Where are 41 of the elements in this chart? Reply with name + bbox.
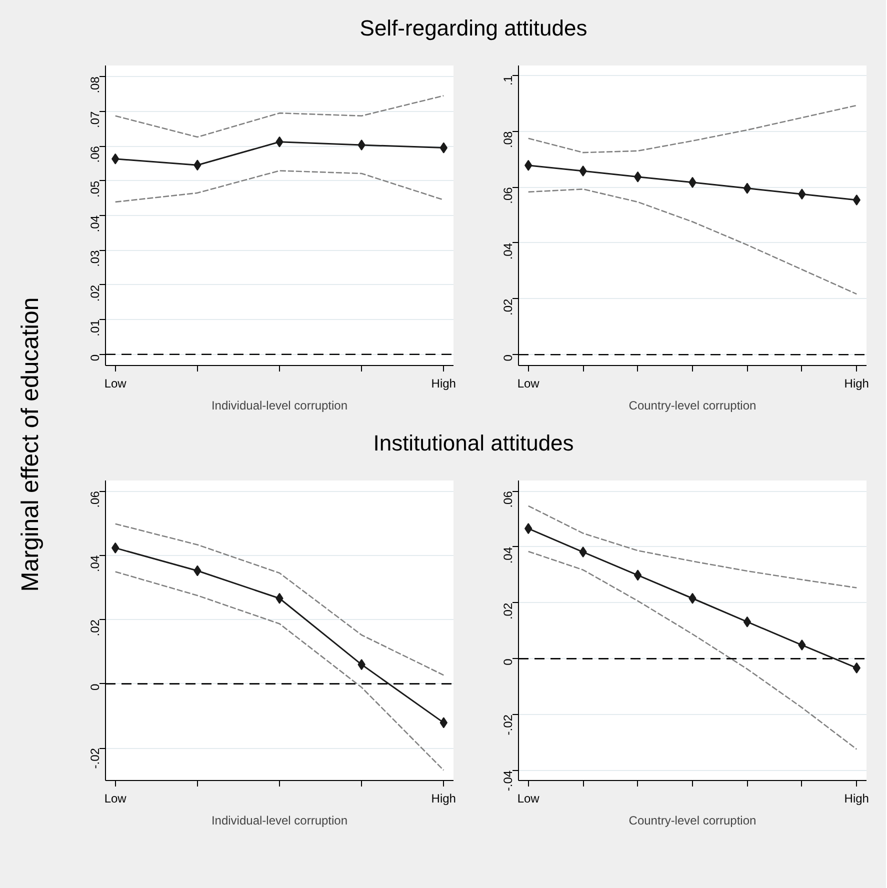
x-tick-label: High — [844, 376, 869, 390]
x-axis-title: Individual-level corruption — [211, 398, 348, 412]
x-tick-label: Low — [517, 792, 540, 806]
x-tick-label: Low — [104, 792, 127, 806]
x-axis-title: Individual-level corruption — [211, 814, 348, 828]
y-tick-label: 0 — [88, 354, 102, 362]
y-tick-label: .04 — [88, 215, 102, 232]
y-tick-label: .02 — [501, 602, 515, 620]
y-tick-label: 0 — [501, 658, 515, 666]
y-tick-label: -.02 — [501, 714, 515, 736]
y-tick-label: .05 — [88, 180, 102, 198]
y-tick-label: .04 — [88, 555, 102, 572]
y-tick-label: .08 — [88, 76, 102, 94]
y-tick-label: .02 — [88, 284, 102, 302]
x-tick-label: High — [431, 376, 456, 390]
y-axis-title: Marginal effect of education — [17, 297, 44, 592]
y-tick-label: .06 — [88, 146, 102, 163]
y-tick-label: .02 — [501, 298, 515, 316]
y-tick-label: .04 — [501, 546, 515, 564]
y-tick-label: .06 — [501, 186, 515, 204]
x-tick-label: High — [431, 792, 456, 806]
y-tick-label: .07 — [88, 111, 102, 128]
y-tick-label: .04 — [501, 242, 515, 260]
y-tick-label: 0 — [88, 683, 102, 690]
y-tick-label: -.02 — [88, 748, 102, 769]
x-tick-label: Low — [104, 376, 127, 390]
y-tick-label: .02 — [88, 619, 102, 636]
chart-title: Institutional attitudes — [373, 430, 574, 456]
y-tick-label: -.04 — [501, 770, 515, 792]
chart-title: Self-regarding attitudes — [360, 16, 588, 40]
y-tick-label: .03 — [88, 250, 102, 267]
x-axis-title: Country-level corruption — [628, 398, 756, 412]
y-tick-label: 0 — [501, 354, 515, 362]
y-tick-label: .01 — [88, 319, 102, 336]
y-tick-label: .1 — [501, 75, 515, 86]
x-axis-title: Country-level corruption — [628, 814, 756, 828]
y-tick-label: .06 — [88, 490, 102, 508]
y-tick-label: .08 — [501, 131, 515, 148]
x-tick-label: High — [844, 792, 869, 806]
x-tick-label: Low — [517, 376, 540, 390]
y-tick-label: .06 — [501, 490, 515, 508]
